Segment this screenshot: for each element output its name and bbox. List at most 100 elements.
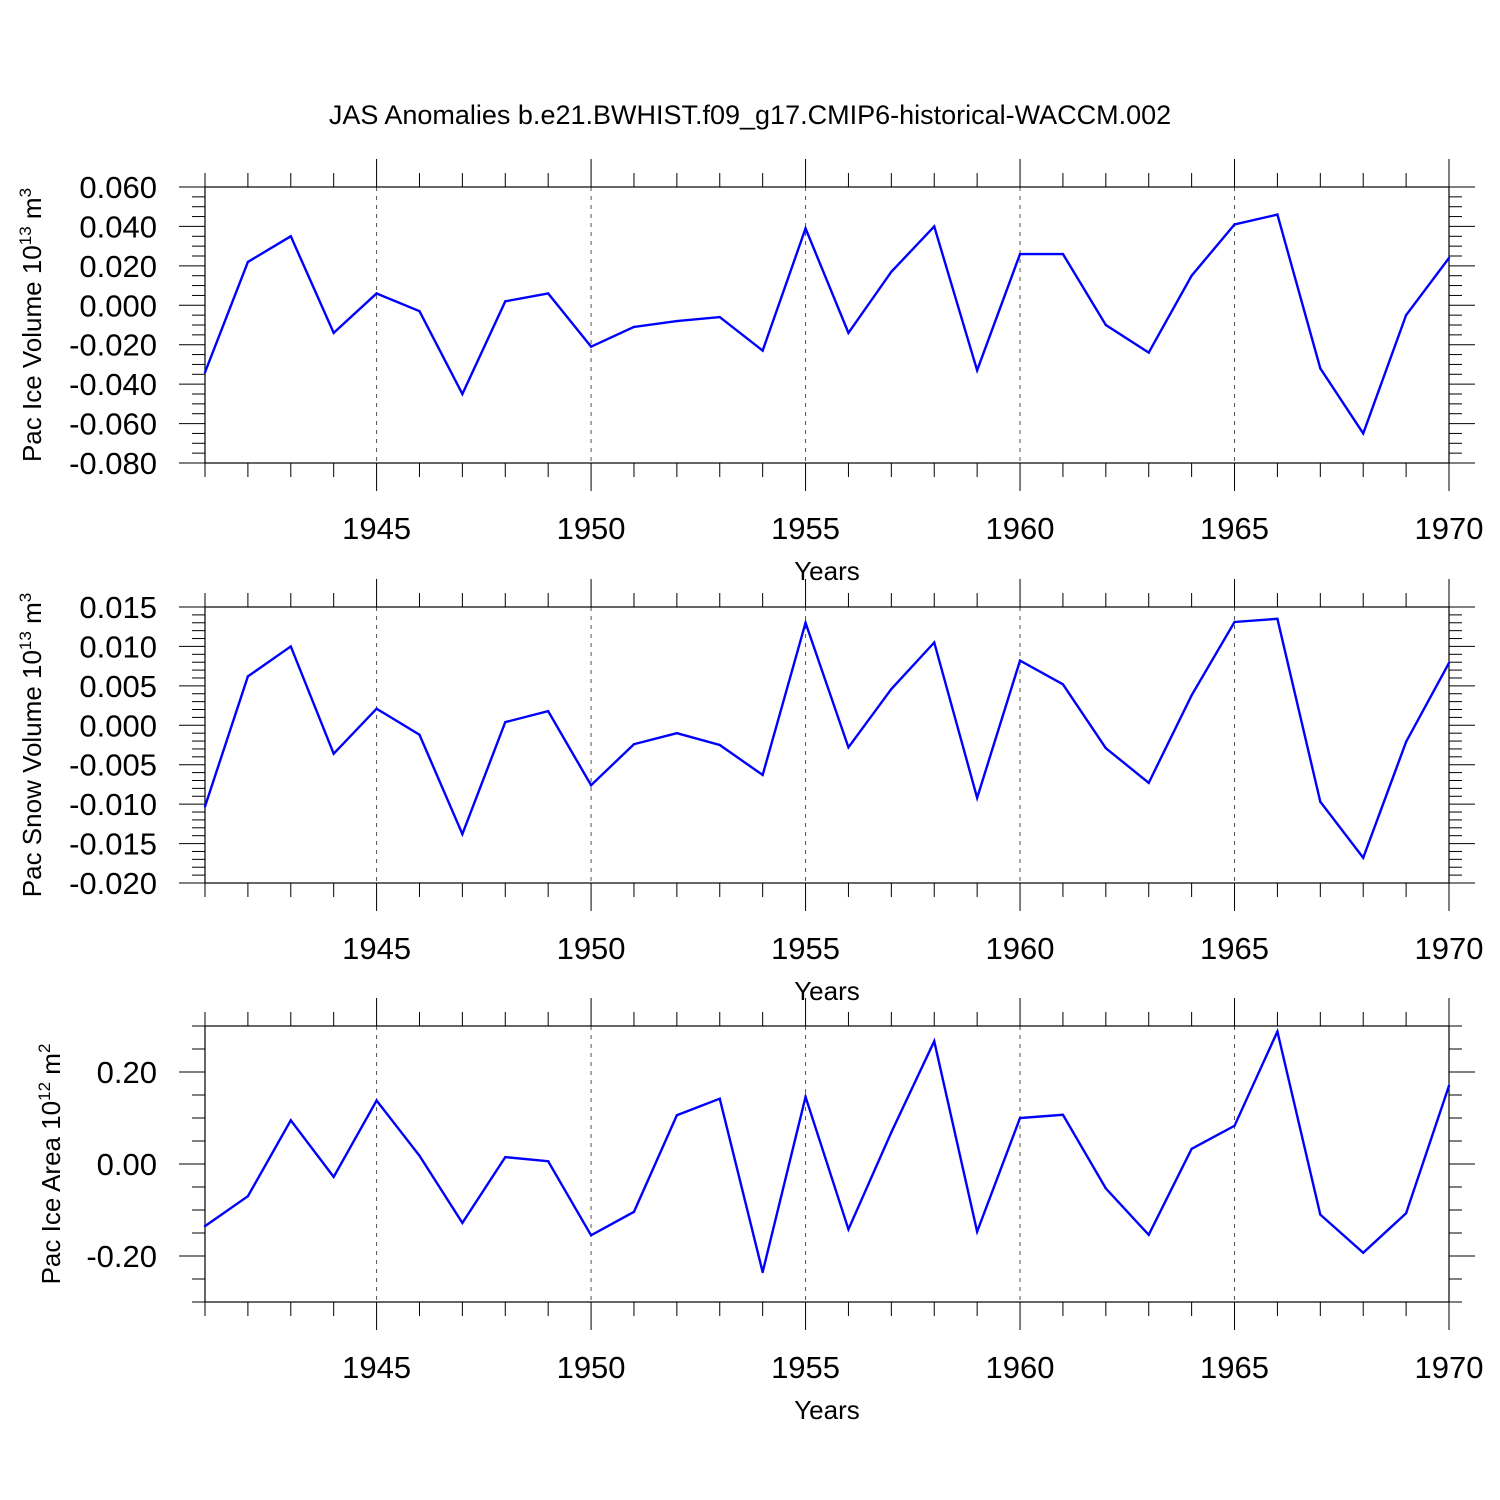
ice-area-data-point xyxy=(289,1119,292,1122)
snow-volume-x-tick-label: 1965 xyxy=(1200,931,1269,966)
snow-volume-y-label-exp: 13 xyxy=(16,631,35,650)
ice-area-data-point xyxy=(461,1221,464,1225)
ice-area-data-point xyxy=(1319,1213,1322,1216)
ice-area-data-point xyxy=(1362,1251,1365,1254)
snow-volume-data-point xyxy=(589,784,593,787)
ice-volume-data-point xyxy=(289,235,292,238)
snow-volume-data-point xyxy=(1233,620,1236,624)
snow-volume-y-tick-label: -0.015 xyxy=(69,827,157,862)
ice-area-y-tick-label: 0.20 xyxy=(97,1055,157,1090)
ice-volume-y-label-prefix: Pac Ice Volume 10 xyxy=(17,245,47,462)
snow-volume-data-point xyxy=(718,743,721,747)
ice-area-data-point xyxy=(632,1210,636,1214)
ice-volume-x-axis-label: Years xyxy=(794,556,860,586)
ice-area-x-tick-label: 1950 xyxy=(557,1350,626,1385)
ice-volume-data-point xyxy=(1447,256,1451,260)
snow-volume-data-point xyxy=(1362,856,1365,859)
ice-volume-x-tick-label: 1965 xyxy=(1200,511,1269,546)
ice-area-data-point xyxy=(975,1230,979,1233)
ice-volume-data-point xyxy=(890,270,893,273)
ice-area-data-point xyxy=(890,1131,893,1134)
ice-volume-x-tick-label: 1945 xyxy=(342,511,411,546)
ice-volume-y-tick-label: 0.060 xyxy=(79,170,157,205)
ice-area-data-point xyxy=(1233,1124,1236,1128)
ice-area-x-tick-label: 1965 xyxy=(1200,1350,1269,1385)
ice-volume-data-point xyxy=(461,392,464,396)
ice-volume-data-point xyxy=(1190,274,1193,277)
ice-volume-y-tick-label: 0.000 xyxy=(79,288,157,323)
ice-area-data-point xyxy=(933,1039,936,1043)
panel-ice-area: -0.20 0.00 0.20 1945 1950 1955 1960 1965 1970 Yea… xyxy=(35,998,1483,1425)
ice-volume-plot-frame xyxy=(204,186,1450,464)
ice-volume-data-point xyxy=(1018,252,1022,256)
panel-ice-volume: -0.080 -0.060 -0.040 -0.020 0.000 0.020 0.040 0… xyxy=(16,159,1483,586)
snow-volume-data-point xyxy=(1147,781,1150,785)
ice-volume-data-point xyxy=(1362,432,1365,435)
ice-volume-x-tick-label: 1955 xyxy=(771,511,840,546)
snow-volume-y-label-prefix: Pac Snow Volume 10 xyxy=(17,650,47,897)
ice-area-data-point xyxy=(1447,1084,1451,1088)
snow-volume-y-tick-label: -0.020 xyxy=(69,866,157,901)
ice-volume-x-tick-label: 1970 xyxy=(1415,511,1484,546)
ice-area-data-point xyxy=(1018,1116,1022,1120)
ice-volume-data-point xyxy=(632,325,636,329)
ice-volume-x-tick-label: 1950 xyxy=(557,511,626,546)
snow-volume-data-point xyxy=(246,675,250,678)
snow-volume-y-tick-label: -0.005 xyxy=(69,748,157,783)
ice-volume-data-point xyxy=(675,319,679,323)
snow-volume-x-tick-label: 1945 xyxy=(342,931,411,966)
ice-volume-y-label-exp: 13 xyxy=(16,226,35,245)
snow-volume-y-tick-label: -0.010 xyxy=(69,787,157,822)
ice-area-data-point xyxy=(1147,1233,1150,1237)
ice-volume-y-tick-label: -0.080 xyxy=(69,446,157,481)
ice-volume-data-point xyxy=(975,369,979,372)
ice-area-y-label-exp: 12 xyxy=(35,1082,54,1101)
ice-area-y-label-unit: m xyxy=(36,1053,66,1082)
ice-volume-data-point xyxy=(332,331,335,335)
snow-volume-data-point xyxy=(1061,683,1065,686)
ice-volume-data-point xyxy=(933,225,936,228)
snow-volume-data-point xyxy=(1190,694,1193,697)
ice-volume-data-point xyxy=(546,292,550,295)
ice-area-y-label-unit-exp: 2 xyxy=(35,1044,54,1053)
snow-volume-data-point xyxy=(675,731,679,735)
ice-area-y-axis-label: Pac Ice Area 1012 m2 xyxy=(35,1044,66,1285)
ice-area-data-point xyxy=(718,1097,721,1100)
snow-volume-plot-frame xyxy=(204,606,1450,884)
ice-volume-y-axis-label: Pac Ice Volume 1013 m3 xyxy=(16,188,47,462)
ice-volume-data-point xyxy=(1276,213,1279,216)
ice-area-data-point xyxy=(504,1155,507,1159)
ice-area-data-point xyxy=(546,1160,550,1163)
ice-area-data-point xyxy=(589,1234,593,1237)
ice-area-x-axis-label: Years xyxy=(794,1395,860,1425)
snow-volume-series-line xyxy=(203,617,1451,861)
ice-volume-data-point xyxy=(1104,323,1108,327)
snow-volume-data-point xyxy=(1276,617,1279,621)
snow-volume-data-point xyxy=(546,709,550,713)
ice-volume-y-label-unit-exp: 3 xyxy=(16,188,35,197)
ice-area-y-tick-label: 0.00 xyxy=(97,1147,157,1182)
snow-volume-data-point xyxy=(418,733,421,736)
ice-volume-data-point xyxy=(375,292,378,295)
ice-volume-data-point xyxy=(203,371,207,374)
snow-volume-data-point xyxy=(890,687,893,691)
snow-volume-x-tick-label: 1955 xyxy=(771,931,840,966)
ice-volume-series-line xyxy=(203,213,1450,437)
snow-volume-data-point xyxy=(1447,661,1451,665)
ice-area-data-point xyxy=(246,1195,250,1198)
ice-area-data-point xyxy=(332,1175,335,1179)
ice-area-data-point xyxy=(675,1114,679,1117)
ice-volume-data-point xyxy=(761,349,764,352)
snow-volume-data-point xyxy=(1404,740,1408,744)
snow-volume-y-label-unit-exp: 3 xyxy=(16,593,35,602)
chart-title: JAS Anomalies b.e21.BWHIST.f09_g17.CMIP6… xyxy=(329,100,1171,130)
ice-area-data-point xyxy=(1190,1147,1193,1151)
ice-volume-data-point xyxy=(804,227,807,230)
ice-volume-data-point xyxy=(1147,351,1150,354)
snow-volume-data-point xyxy=(289,645,292,648)
ice-volume-data-point xyxy=(847,331,850,335)
snow-volume-data-point xyxy=(1319,800,1322,803)
ice-volume-data-point xyxy=(504,300,507,303)
ice-area-x-tick-label: 1945 xyxy=(342,1350,411,1385)
